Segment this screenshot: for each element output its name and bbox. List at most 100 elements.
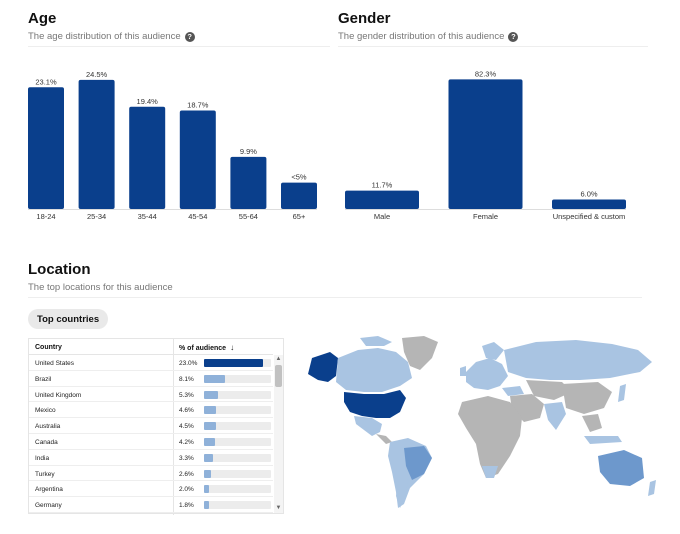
percent-bar-fill [204,374,225,383]
country-name: Australia [35,423,61,431]
gender-subtitle: The gender distribution of this audience [338,31,505,42]
percent-bar-fill [204,469,211,478]
map-region-alaska [308,352,338,382]
country-percent: 4.6% [179,407,194,415]
bar-female[interactable] [448,79,523,209]
map-region-indonesia [584,436,622,444]
map-region-russia [504,340,652,380]
bar-25-34[interactable] [78,79,115,210]
map-region-mexico [354,416,382,436]
map-region-uk [460,366,466,376]
map-region-turkey [502,386,524,396]
map-region-europe [466,358,508,390]
location-divider [28,297,642,298]
table-row[interactable]: United States 23.0% [29,355,273,371]
map-region-australia [598,450,644,486]
country-name: Argentina [35,486,63,494]
percent-bar-fill [204,438,215,446]
country-name: United Kingdom [35,391,82,399]
percent-bar-fill [204,501,209,510]
gender-chart: 11.7% Male 82.3% Female 6.0% Unspecified & cu… [345,69,626,221]
table-row[interactable]: Canada 4.2% [29,434,273,450]
bar-unspecified-custom[interactable] [552,199,626,209]
country-name: Brazil [35,375,52,383]
bar-value-label: 18.7% [187,100,209,109]
percent-bar-track [204,485,271,494]
country-percent: 5.3% [179,391,194,399]
country-percent: 2.6% [179,470,194,478]
top-countries-tab[interactable]: Top countries [28,309,109,329]
percent-bar-track [204,453,271,462]
country-percent: 4.2% [179,439,194,446]
age-subtitle-row: The age distribution of this audience ? [28,31,195,42]
age-title: Age [28,10,57,27]
map-region-arctic-islands [360,336,392,346]
map-region-central-america [376,434,392,444]
percent-bar-track [204,359,271,367]
country-percent: 3.3% [179,454,194,462]
bar-value-label: 11.7% [372,181,393,190]
bar-65-[interactable] [281,182,317,209]
percent-bar-track [204,390,271,399]
percent-bar-fill [204,485,210,494]
category-label: 65+ [293,212,306,221]
bar-value-label: 82.3% [475,69,497,78]
table-row[interactable]: Mexico 4.6% [29,402,273,419]
table-row[interactable]: India 3.3% [29,450,273,466]
column-header-country[interactable]: Country [35,344,62,351]
map-region-china [562,382,612,414]
table-row[interactable]: Turkey 2.6% [29,466,273,482]
bar-value-label: 19.4% [137,97,159,106]
bar-18-24[interactable] [28,87,64,209]
percent-bar-track [204,406,271,415]
map-region-south-africa [482,466,498,478]
table-row[interactable]: Brazil 8.1% [29,371,273,387]
percent-bar-fill [204,359,264,367]
table-row[interactable]: Argentina 2.0% [29,481,273,498]
countries-table: Country % of audience ↓ United States 23.… [28,338,284,515]
bar-male[interactable] [345,190,419,209]
table-row[interactable]: United Kingdom 5.3% [29,387,273,403]
scroll-thumb[interactable] [275,365,282,387]
bar-value-label: 24.5% [86,70,108,79]
table-row[interactable]: Germany 1.8% [29,497,273,513]
country-name: India [35,454,50,462]
bar-35-44[interactable] [129,106,166,209]
world-map[interactable] [300,332,662,516]
column-header-percent[interactable]: % of audience ↓ [179,344,234,352]
country-name: United States [35,360,75,367]
country-name: Turkey [35,470,55,478]
scroll-down-arrow-icon[interactable]: ▼ [275,505,282,511]
table-row[interactable]: Australia 4.5% [29,418,273,434]
percent-bar-track [204,422,271,431]
map-region-new-zealand [648,480,656,496]
map-region-scandinavia [482,342,504,360]
category-label: 55-64 [239,212,258,221]
bar-value-label: 6.0% [580,190,597,199]
map-region-japan [618,384,626,402]
country-percent: 23.0% [179,360,198,367]
bar-55-64[interactable] [230,156,267,209]
category-label: 45-54 [188,212,207,221]
gender-title: Gender [338,10,391,27]
bar-value-label: 23.1% [35,77,57,86]
category-label: 35-44 [138,212,157,221]
category-label: Unspecified & custom [553,212,626,221]
table-header: Country % of audience ↓ [29,339,273,515]
percent-bar-track [204,438,271,446]
scroll-up-arrow-icon[interactable]: ▲ [275,356,282,362]
sort-arrow-down-icon: ↓ [230,343,235,352]
percent-bar-fill [204,390,218,399]
map-region-brazil [404,446,432,480]
map-region-argentina [396,478,408,508]
country-name: Germany [35,502,62,510]
bar-45-54[interactable] [179,110,216,209]
help-icon[interactable]: ? [508,31,519,42]
map-region-southeast-asia [582,414,602,432]
table-scrollbar[interactable]: ▲ ▼ [274,355,283,513]
help-icon[interactable]: ? [184,31,195,42]
location-subtitle: The top locations for this audience [28,282,173,293]
percent-bar-fill [204,422,216,431]
percent-bar-track [204,469,271,478]
age-subtitle: The age distribution of this audience [28,31,181,42]
